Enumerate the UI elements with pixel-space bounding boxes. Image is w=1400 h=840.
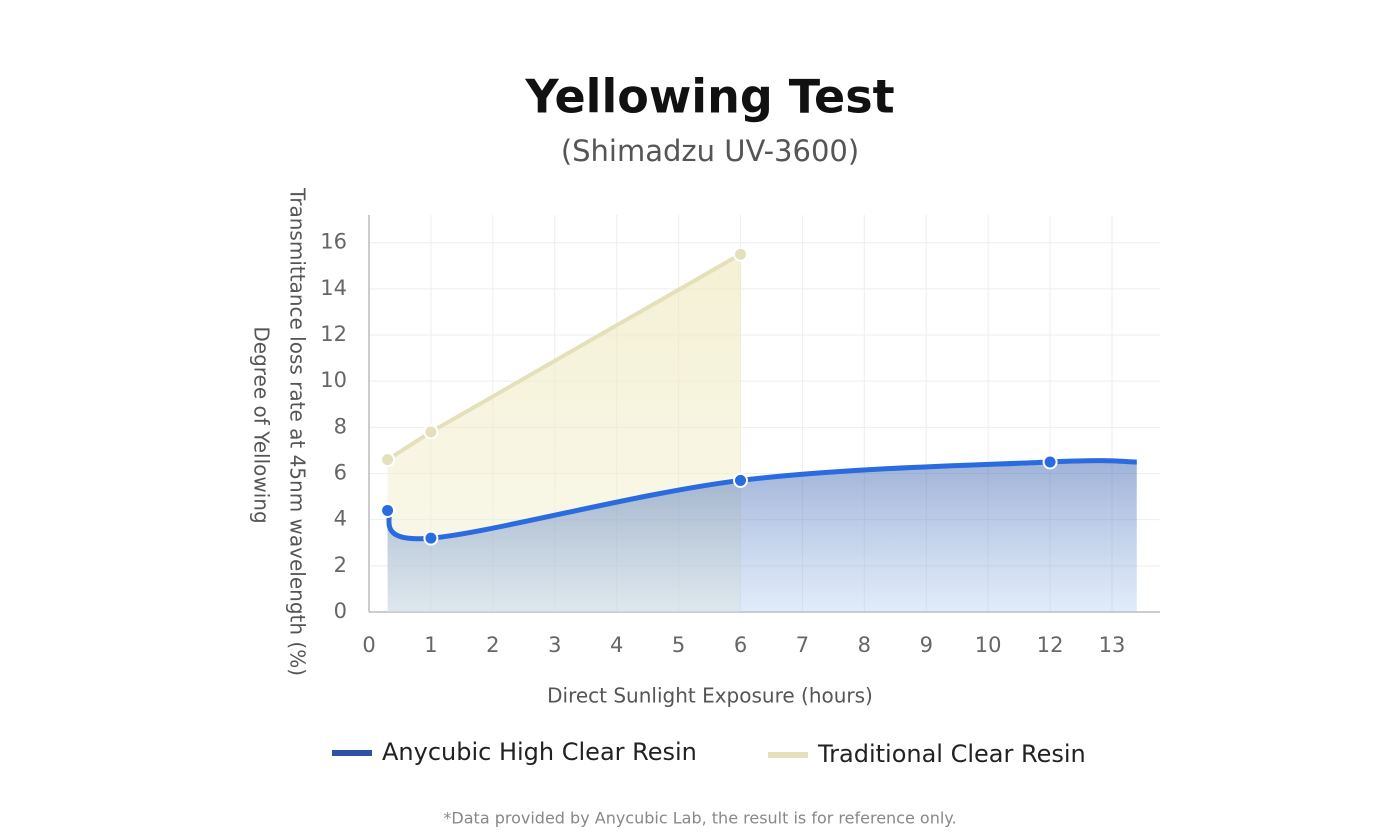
x-tick-label: 7 [796,633,809,657]
y-tick-label: 4 [334,507,347,531]
chart-title: Yellowing Test [524,70,894,124]
y-axis-label: Degree of Yellowing [250,326,274,523]
y-axis-label: Transmittance loss rate at 45nm waveleng… [286,187,310,676]
marker [380,502,396,518]
legend-label: Traditional Clear Resin [817,740,1086,768]
area [387,460,1137,612]
chart-subtitle: (Shimadzu UV-3600) [561,134,859,168]
x-tick-label: 0 [362,633,375,657]
marker [423,424,439,440]
marker [380,452,396,468]
y-tick-label: 0 [334,599,347,623]
y-tick-label: 12 [320,322,347,346]
x-tick-label: 5 [672,633,685,657]
x-tick-label: 3 [548,633,561,657]
y-tick-label: 10 [320,368,347,392]
legend-label: Anycubic High Clear Resin [382,738,697,766]
x-tick-label: 9 [920,633,933,657]
y-tick-label: 8 [334,414,347,438]
y-tick-label: 16 [320,230,347,254]
x-tick-label: 6 [734,633,747,657]
y-tick-label: 14 [320,276,347,300]
x-tick-label: 1 [424,633,437,657]
x-tick-label: 8 [858,633,871,657]
x-tick-label: 4 [610,633,623,657]
x-tick-label: 10 [975,633,1002,657]
x-tick-label: 13 [1099,633,1126,657]
marker [733,246,748,262]
footnote: *Data provided by Anycubic Lab, the resu… [443,809,956,828]
y-tick-label: 2 [334,553,347,577]
x-tick-label: 2 [486,633,499,657]
marker [733,472,748,488]
x-axis-label: Direct Sunlight Exposure (hours) [547,684,873,708]
y-tick-label: 6 [334,461,347,485]
x-tick-label: 12 [1037,633,1064,657]
marker [423,530,439,546]
marker [1042,454,1058,470]
